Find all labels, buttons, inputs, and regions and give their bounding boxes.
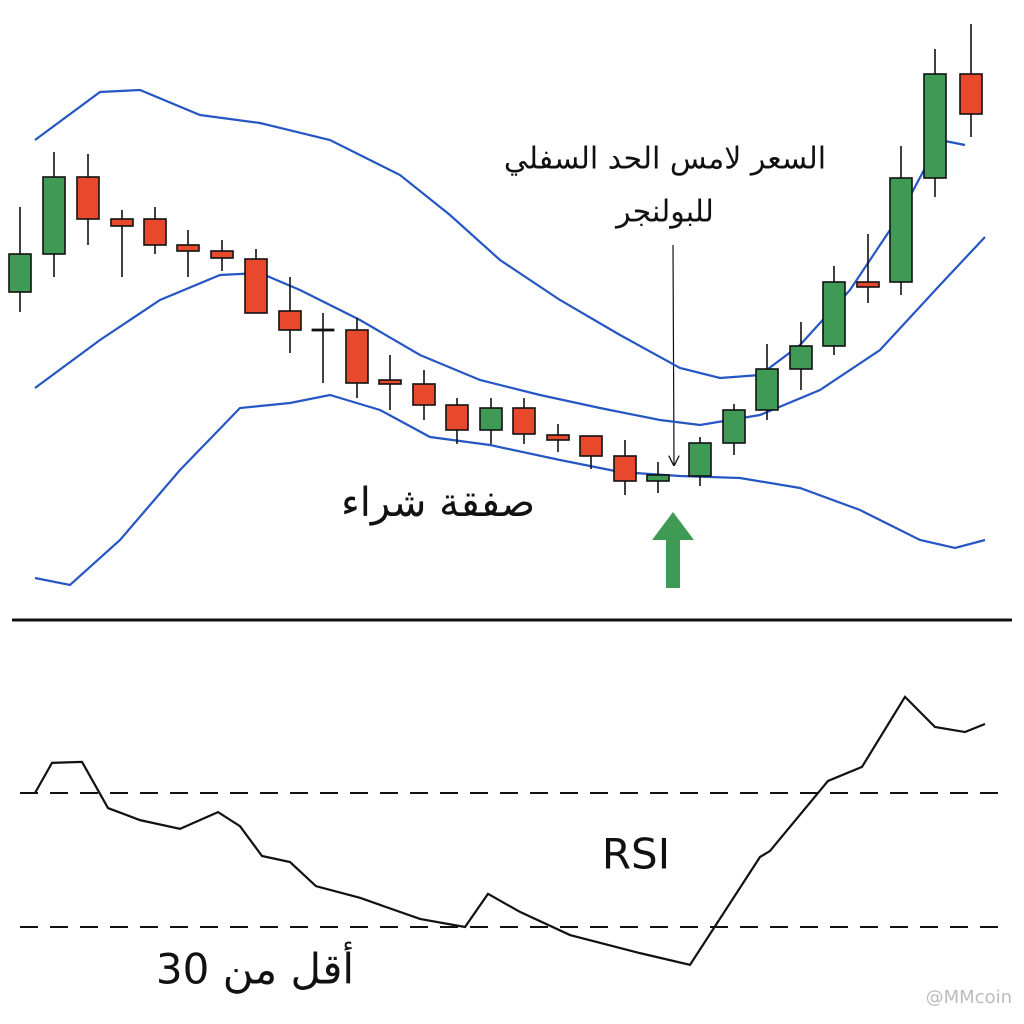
candle-body bbox=[512, 407, 536, 435]
candle-body bbox=[345, 329, 369, 384]
candle-body bbox=[76, 176, 100, 220]
annotation: السعر لامس الحد السفلي bbox=[504, 142, 826, 177]
candle-body bbox=[210, 250, 234, 259]
candle-body bbox=[722, 409, 746, 444]
candle-body bbox=[646, 474, 670, 482]
candle-body bbox=[822, 281, 846, 347]
bollinger-band bbox=[34, 236, 986, 427]
candle-body bbox=[789, 345, 813, 370]
candle-body bbox=[278, 310, 302, 331]
candle-body bbox=[378, 379, 402, 385]
candle-body bbox=[311, 328, 335, 332]
candle-body bbox=[176, 244, 200, 252]
annotation: للبولنجر bbox=[614, 195, 714, 230]
candle-body bbox=[244, 258, 268, 314]
candle-body bbox=[110, 218, 134, 227]
candle-body bbox=[889, 177, 913, 283]
rsi-note: أقل من 30 bbox=[156, 942, 354, 994]
bollinger-band bbox=[34, 88, 966, 380]
pointer bbox=[673, 244, 674, 465]
candle-body bbox=[412, 383, 436, 406]
bollinger-band bbox=[34, 393, 986, 587]
candle-body bbox=[42, 176, 66, 255]
candle-body bbox=[8, 253, 32, 293]
rsi-title: RSI bbox=[602, 830, 670, 879]
candle-body bbox=[579, 435, 603, 457]
candle-body bbox=[856, 281, 880, 288]
watermark: @MMcoin bbox=[926, 987, 1012, 1008]
candle-body bbox=[688, 442, 712, 477]
candle-body bbox=[613, 455, 637, 482]
candle-body bbox=[923, 73, 947, 179]
candle-body bbox=[479, 407, 503, 431]
buy-arrow bbox=[652, 512, 694, 588]
candle-body bbox=[546, 434, 570, 441]
rsi-line bbox=[34, 695, 986, 967]
signal-label: صفقة شراء bbox=[341, 480, 535, 526]
candle-body bbox=[445, 404, 469, 431]
candle-body bbox=[959, 73, 983, 115]
candle-body bbox=[143, 218, 167, 246]
candle-body bbox=[755, 368, 779, 411]
